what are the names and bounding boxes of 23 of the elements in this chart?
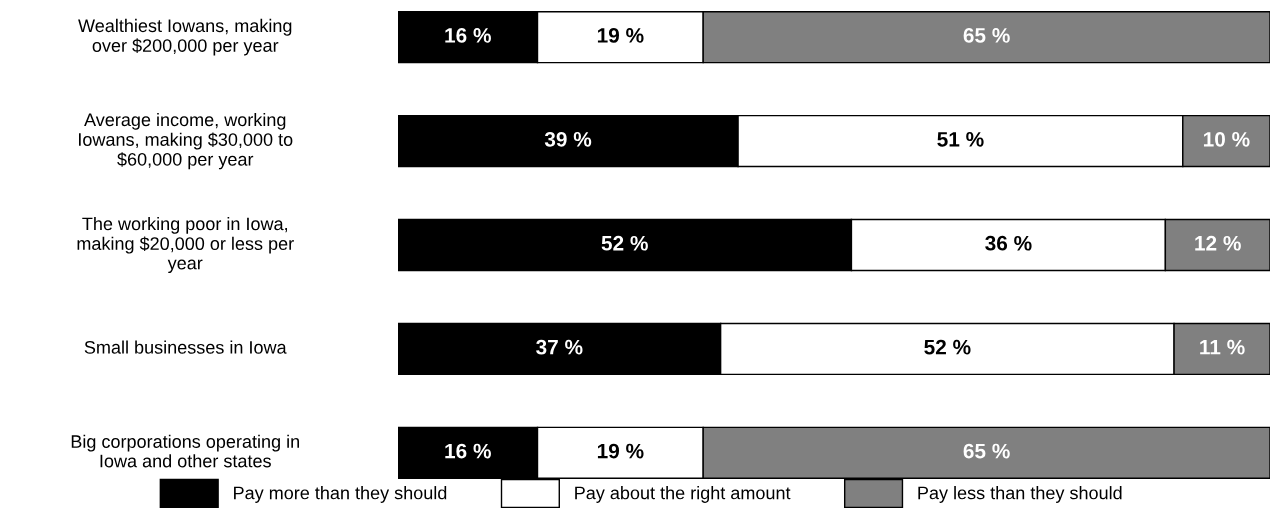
data-label: 12 %	[1195, 235, 1241, 251]
data-label: 11 %	[1200, 339, 1245, 355]
legend-label: Pay less than they should	[918, 486, 1122, 503]
data-label: 16 %	[445, 28, 491, 43]
legend-label: Pay more than they should	[234, 486, 447, 503]
data-label: 65 %	[963, 443, 1010, 459]
y-tick-label: The working poor in Iowa, making $20,000 or less per year	[77, 216, 294, 274]
data-label: 52 %	[601, 235, 648, 251]
data-label: 16 %	[445, 443, 491, 459]
data-label: 39 %	[544, 131, 592, 147]
legend-label: Pay about the right amount	[575, 486, 791, 503]
data-label: 19 %	[597, 28, 644, 43]
data-label: 36 %	[985, 235, 1032, 251]
data-label: 51 %	[937, 131, 984, 147]
data-label: 37 %	[536, 339, 583, 355]
y-tick-label: Average income, working Iowans, making $30,000 to $60,000 per year	[79, 112, 293, 170]
y-tick-label: Big corporations operating in Iowa and other states	[71, 434, 299, 468]
data-label: 10 %	[1203, 131, 1250, 147]
data-label: 52 %	[924, 339, 971, 355]
y-tick-label: Wealthiest Iowans, making over $200,000 per year	[78, 18, 292, 56]
y-tick-label: Small businesses in Iowa	[84, 340, 287, 354]
data-label: 65 %	[963, 28, 1010, 43]
data-label: 19 %	[597, 443, 644, 459]
